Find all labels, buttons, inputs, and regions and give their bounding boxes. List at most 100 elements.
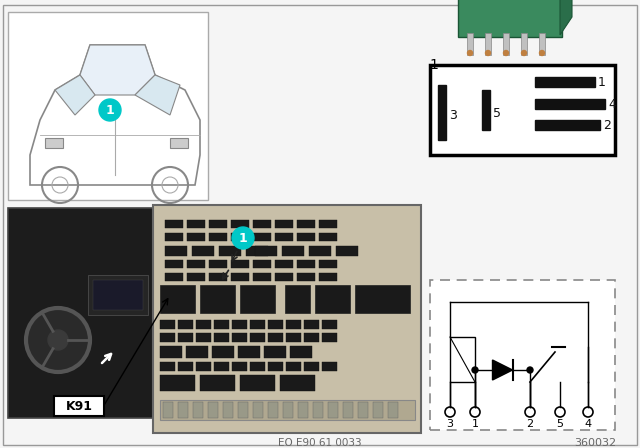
Circle shape bbox=[527, 367, 533, 373]
FancyBboxPatch shape bbox=[178, 362, 193, 371]
FancyBboxPatch shape bbox=[178, 333, 193, 342]
FancyBboxPatch shape bbox=[178, 320, 193, 329]
FancyBboxPatch shape bbox=[165, 233, 183, 241]
FancyBboxPatch shape bbox=[430, 65, 615, 155]
FancyBboxPatch shape bbox=[286, 362, 301, 371]
Text: 1: 1 bbox=[239, 232, 248, 245]
Text: 3: 3 bbox=[447, 419, 454, 429]
FancyBboxPatch shape bbox=[238, 402, 248, 418]
FancyBboxPatch shape bbox=[214, 320, 229, 329]
FancyBboxPatch shape bbox=[322, 333, 337, 342]
FancyBboxPatch shape bbox=[165, 273, 183, 281]
FancyBboxPatch shape bbox=[315, 285, 350, 313]
FancyBboxPatch shape bbox=[355, 285, 410, 313]
FancyBboxPatch shape bbox=[160, 320, 175, 329]
FancyBboxPatch shape bbox=[160, 375, 195, 391]
FancyBboxPatch shape bbox=[283, 402, 293, 418]
Circle shape bbox=[467, 51, 472, 56]
Circle shape bbox=[472, 367, 478, 373]
FancyBboxPatch shape bbox=[232, 362, 247, 371]
FancyBboxPatch shape bbox=[178, 402, 188, 418]
FancyBboxPatch shape bbox=[286, 320, 301, 329]
FancyBboxPatch shape bbox=[196, 320, 211, 329]
FancyBboxPatch shape bbox=[219, 246, 241, 256]
FancyBboxPatch shape bbox=[186, 346, 208, 358]
Text: K91: K91 bbox=[65, 400, 93, 413]
Circle shape bbox=[26, 308, 90, 372]
Polygon shape bbox=[55, 75, 95, 115]
FancyBboxPatch shape bbox=[238, 346, 260, 358]
FancyBboxPatch shape bbox=[232, 333, 247, 342]
FancyBboxPatch shape bbox=[153, 205, 421, 433]
FancyBboxPatch shape bbox=[8, 12, 208, 200]
FancyBboxPatch shape bbox=[343, 402, 353, 418]
FancyBboxPatch shape bbox=[165, 260, 183, 268]
FancyBboxPatch shape bbox=[187, 260, 205, 268]
FancyBboxPatch shape bbox=[290, 346, 312, 358]
FancyBboxPatch shape bbox=[458, 0, 562, 37]
Polygon shape bbox=[80, 45, 155, 75]
FancyBboxPatch shape bbox=[485, 33, 491, 55]
FancyBboxPatch shape bbox=[54, 396, 104, 416]
FancyBboxPatch shape bbox=[209, 233, 227, 241]
FancyBboxPatch shape bbox=[209, 273, 227, 281]
FancyBboxPatch shape bbox=[373, 402, 383, 418]
FancyBboxPatch shape bbox=[322, 362, 337, 371]
FancyBboxPatch shape bbox=[231, 260, 249, 268]
FancyBboxPatch shape bbox=[319, 233, 337, 241]
FancyBboxPatch shape bbox=[250, 320, 265, 329]
FancyBboxPatch shape bbox=[463, 0, 563, 38]
FancyBboxPatch shape bbox=[535, 99, 605, 109]
FancyBboxPatch shape bbox=[319, 220, 337, 228]
FancyBboxPatch shape bbox=[328, 402, 338, 418]
FancyBboxPatch shape bbox=[3, 5, 637, 445]
FancyBboxPatch shape bbox=[319, 260, 337, 268]
FancyBboxPatch shape bbox=[275, 273, 293, 281]
FancyBboxPatch shape bbox=[240, 285, 275, 313]
FancyBboxPatch shape bbox=[8, 208, 156, 418]
FancyBboxPatch shape bbox=[214, 362, 229, 371]
FancyBboxPatch shape bbox=[304, 362, 319, 371]
FancyBboxPatch shape bbox=[200, 285, 235, 313]
FancyBboxPatch shape bbox=[253, 402, 263, 418]
Text: 2: 2 bbox=[527, 419, 534, 429]
FancyBboxPatch shape bbox=[165, 220, 183, 228]
Polygon shape bbox=[560, 0, 572, 35]
FancyBboxPatch shape bbox=[160, 400, 415, 420]
FancyBboxPatch shape bbox=[250, 333, 265, 342]
FancyBboxPatch shape bbox=[187, 273, 205, 281]
Polygon shape bbox=[80, 45, 155, 95]
FancyBboxPatch shape bbox=[232, 320, 247, 329]
FancyBboxPatch shape bbox=[482, 90, 490, 130]
FancyBboxPatch shape bbox=[240, 375, 275, 391]
FancyBboxPatch shape bbox=[450, 337, 475, 382]
FancyBboxPatch shape bbox=[208, 402, 218, 418]
FancyBboxPatch shape bbox=[535, 120, 600, 130]
FancyBboxPatch shape bbox=[268, 320, 283, 329]
FancyBboxPatch shape bbox=[438, 85, 446, 140]
Text: 3: 3 bbox=[449, 108, 457, 121]
FancyBboxPatch shape bbox=[388, 402, 398, 418]
FancyBboxPatch shape bbox=[319, 273, 337, 281]
Text: EO E90 61 0033: EO E90 61 0033 bbox=[278, 438, 362, 448]
Circle shape bbox=[232, 227, 254, 249]
FancyBboxPatch shape bbox=[304, 320, 319, 329]
FancyBboxPatch shape bbox=[160, 333, 175, 342]
FancyBboxPatch shape bbox=[93, 280, 143, 310]
Circle shape bbox=[99, 99, 121, 121]
FancyBboxPatch shape bbox=[163, 402, 173, 418]
Circle shape bbox=[504, 51, 509, 56]
FancyBboxPatch shape bbox=[280, 375, 315, 391]
Polygon shape bbox=[493, 360, 513, 380]
FancyBboxPatch shape bbox=[521, 33, 527, 55]
FancyBboxPatch shape bbox=[209, 260, 227, 268]
FancyBboxPatch shape bbox=[535, 77, 595, 87]
Text: 4: 4 bbox=[584, 419, 591, 429]
FancyBboxPatch shape bbox=[231, 273, 249, 281]
FancyBboxPatch shape bbox=[313, 402, 323, 418]
FancyBboxPatch shape bbox=[255, 246, 277, 256]
FancyBboxPatch shape bbox=[268, 402, 278, 418]
Text: 1: 1 bbox=[598, 76, 606, 89]
FancyBboxPatch shape bbox=[282, 246, 304, 256]
FancyBboxPatch shape bbox=[187, 233, 205, 241]
